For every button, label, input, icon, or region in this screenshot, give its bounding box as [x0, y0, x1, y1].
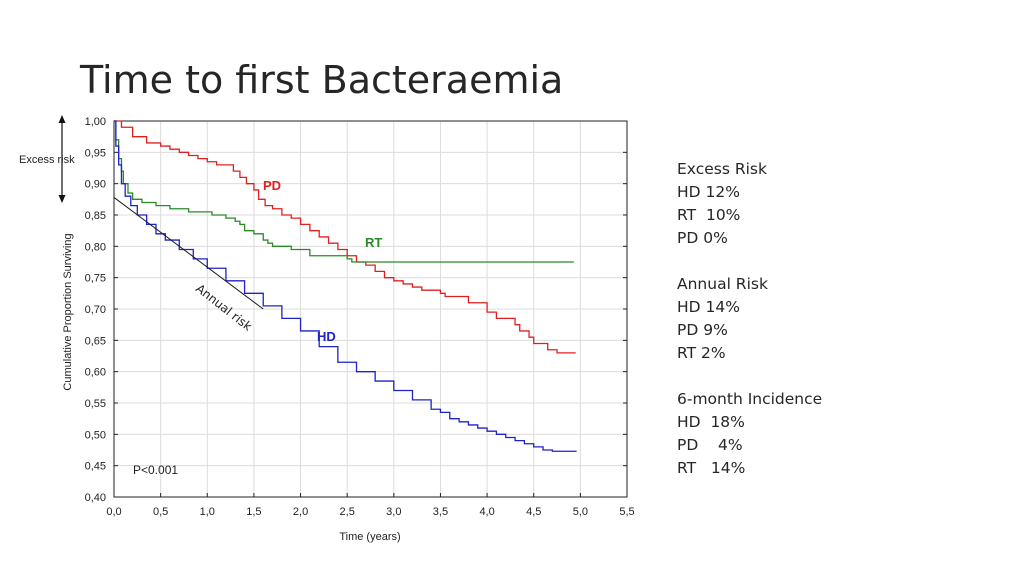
y-tick-label: 0,95 [85, 147, 106, 159]
axis-ticks: 0,0 0,5 1,0 1,5 2,0 2,5 3,0 3,5 4,0 4,5 5,0 5,5 0,40… [85, 116, 635, 518]
hd-series-line [114, 120, 577, 452]
y-tick-label: 0,90 [85, 179, 106, 191]
x-tick-label: 5,0 [573, 506, 588, 518]
pd-series-label: PD [263, 178, 281, 193]
excess-risk-block: Excess Risk HD 12% RT 10% PD 0% [677, 158, 822, 250]
x-tick-label: 3,0 [386, 506, 401, 518]
y-tick-label: 0,50 [85, 429, 106, 441]
excess-risk-label: Excess risk [19, 154, 75, 166]
annual-risk-rt: RT 2% [677, 344, 726, 362]
y-tick-label: 0,80 [85, 241, 106, 253]
arrow-down-icon [58, 195, 66, 203]
annual-risk-hd: HD 14% [677, 298, 740, 316]
x-tick-label: 0,5 [153, 506, 168, 518]
annual-risk-pd: PD 9% [677, 321, 728, 339]
excess-risk-pd: PD 0% [677, 229, 728, 247]
x-tick-label: 2,0 [293, 506, 308, 518]
x-tick-label: 3,5 [433, 506, 448, 518]
y-tick-label: 1,00 [85, 116, 106, 128]
y-tick-label: 0,40 [85, 492, 106, 504]
side-notes: Excess Risk HD 12% RT 10% PD 0% Annual R… [677, 158, 822, 480]
y-tick-label: 0,65 [85, 335, 106, 347]
incidence-heading: 6-month Incidence [677, 390, 823, 408]
hd-series-label: HD [317, 329, 336, 344]
x-tick-label: 4,5 [526, 506, 541, 518]
annual-risk-label: Annual risk [193, 281, 254, 333]
rt-series-line [114, 120, 574, 263]
chart-grid [113, 120, 628, 498]
incidence-block: 6-month Incidence HD 18% PD 4% RT 14% [677, 388, 822, 480]
pd-series-line [114, 120, 576, 354]
page-title: Time to first Bacteraemia [80, 58, 564, 102]
y-tick-label: 0,70 [85, 304, 106, 316]
x-tick-label: 1,0 [200, 506, 215, 518]
x-tick-label: 2,5 [340, 506, 355, 518]
x-tick-label: 4,0 [479, 506, 494, 518]
y-tick-label: 0,45 [85, 461, 106, 473]
y-tick-label: 0,55 [85, 398, 106, 410]
y-tick-label: 0,75 [85, 273, 106, 285]
excess-risk-arrow [58, 115, 66, 203]
x-tick-label: 1,5 [246, 506, 261, 518]
excess-risk-hd: HD 12% [677, 183, 740, 201]
incidence-pd: PD 4% [677, 436, 743, 454]
incidence-rt: RT 14% [677, 459, 746, 477]
excess-risk-heading: Excess Risk [677, 160, 767, 178]
x-tick-label: 5,5 [619, 506, 634, 518]
annual-risk-block: Annual Risk HD 14% PD 9% RT 2% [677, 273, 822, 365]
annual-risk-series-line [113, 197, 264, 310]
p-value-label: P<0.001 [133, 463, 178, 477]
x-tick-label: 0,0 [106, 506, 121, 518]
incidence-hd: HD 18% [677, 413, 745, 431]
y-axis-label: Cumulative Proportion Surviving [62, 233, 74, 390]
arrow-up-icon [58, 115, 66, 123]
chart-series [113, 120, 577, 452]
y-tick-label: 0,60 [85, 367, 106, 379]
y-tick-label: 0,85 [85, 210, 106, 222]
annual-risk-heading: Annual Risk [677, 275, 768, 293]
x-axis-label: Time (years) [339, 531, 400, 543]
excess-risk-rt: RT 10% [677, 206, 741, 224]
rt-series-label: RT [365, 235, 382, 250]
